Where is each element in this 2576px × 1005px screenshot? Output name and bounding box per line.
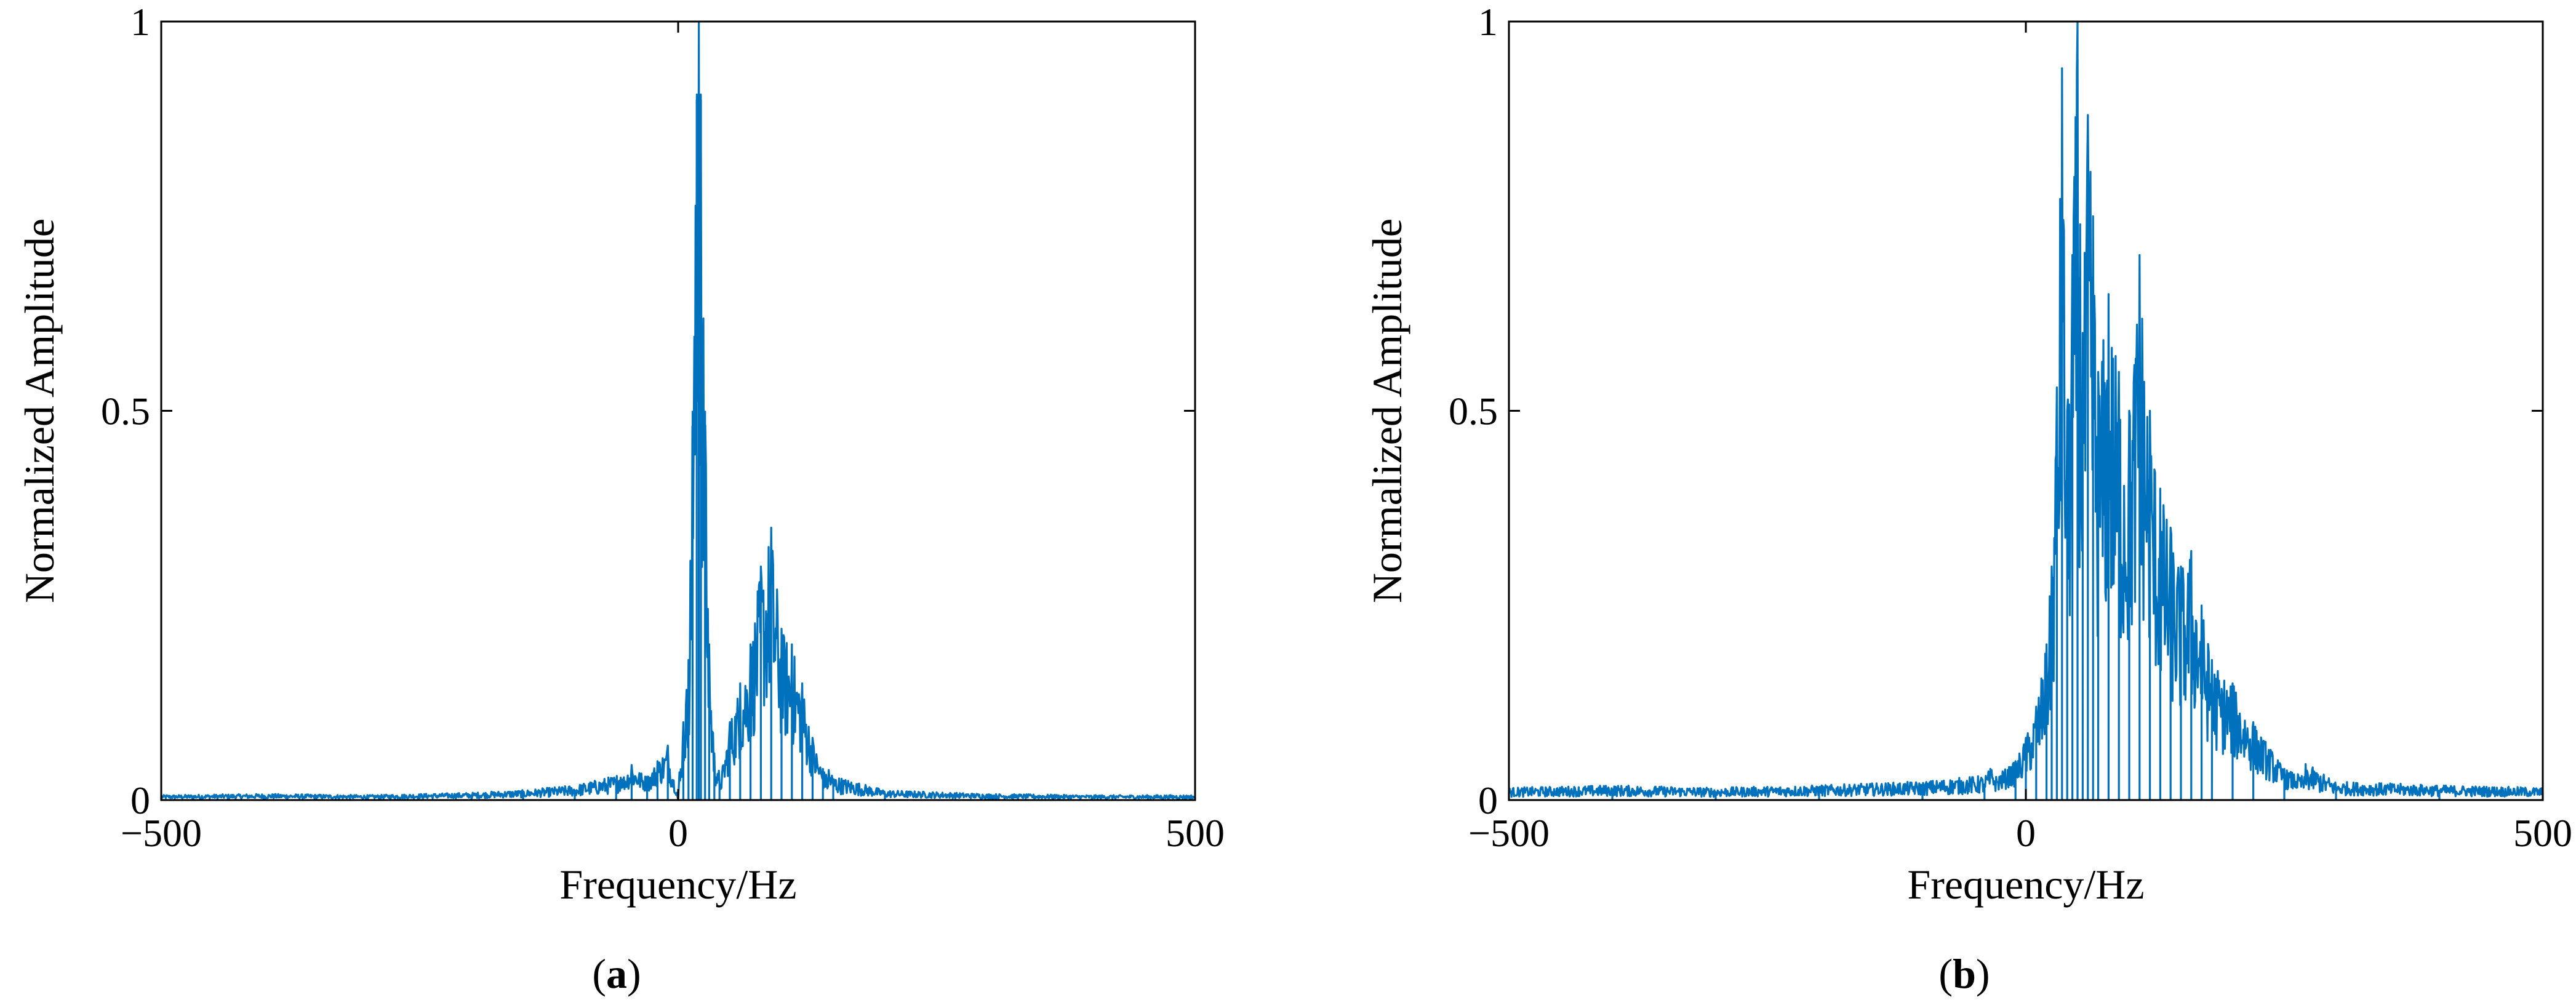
plot-frame — [160, 20, 1196, 801]
y-tick-label: 0 — [1478, 779, 1498, 822]
y-tick-label: 0.5 — [1449, 390, 1498, 433]
x-axis-label: Frequency/Hz — [1907, 861, 2144, 908]
x-axis-label: Frequency/Hz — [559, 861, 796, 908]
series-line-b-0 — [1508, 20, 2544, 800]
x-tick-label: 500 — [1166, 811, 1225, 855]
y-tick-label: 0.5 — [101, 390, 150, 433]
series-line-a-0 — [160, 20, 1196, 801]
panel-label: (b) — [1938, 950, 1990, 997]
x-tick-label: 0 — [668, 811, 688, 855]
y-tick-label: 1 — [1478, 0, 1498, 44]
x-tick-label: −500 — [1468, 811, 1550, 855]
plot-frame — [1508, 20, 2544, 801]
x-tick-label: 500 — [2513, 811, 2572, 855]
y-axis-label: Normalized Amplitude — [1364, 218, 1410, 603]
y-tick-label: 1 — [130, 0, 150, 44]
x-tick-label: 0 — [2016, 811, 2036, 855]
y-axis-label: Normalized Amplitude — [16, 218, 63, 603]
y-tick-label: 0 — [130, 779, 150, 822]
x-tick-label: −500 — [121, 811, 202, 855]
panel-label: (a) — [592, 950, 641, 997]
